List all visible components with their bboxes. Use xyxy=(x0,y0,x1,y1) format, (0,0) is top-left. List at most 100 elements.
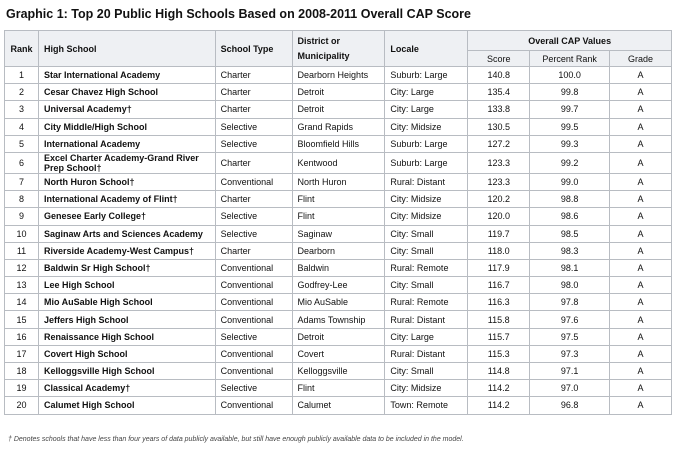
percent-rank: 98.1 xyxy=(529,258,611,278)
table-body: 1 Star International Academy Charter Dearbo… xyxy=(4,65,672,415)
grade: A xyxy=(609,344,672,364)
rank: 8 xyxy=(4,190,39,209)
percent-rank: 98.5 xyxy=(529,224,611,243)
grade: A xyxy=(609,117,672,136)
locale: Town: Remote xyxy=(384,396,469,415)
locale: City: Small xyxy=(384,241,469,260)
rank: 9 xyxy=(4,207,39,226)
school-type: Selective xyxy=(214,224,293,243)
percent-rank: 99.7 xyxy=(529,100,611,119)
rank: 4 xyxy=(4,117,39,136)
locale: City: Small xyxy=(384,361,469,381)
table-row: 5 International Academy Selective Bloomfiel… xyxy=(4,134,672,153)
district: Calumet xyxy=(291,396,386,415)
sub-header: Score xyxy=(467,50,531,67)
school-type: Conventional xyxy=(214,258,293,278)
district: Flint xyxy=(291,207,386,226)
percent-rank: 98.3 xyxy=(529,241,611,260)
grade: A xyxy=(609,327,672,346)
locale: Rural: Distant xyxy=(384,172,469,192)
rank: 3 xyxy=(4,100,39,119)
school-type: Selective xyxy=(214,207,293,226)
percent-rank: 97.5 xyxy=(529,327,611,346)
table-row: 12 Baldwin Sr High School† Conventional Bal… xyxy=(4,258,672,278)
district: North Huron xyxy=(291,172,386,192)
percent-rank: 99.0 xyxy=(529,172,611,192)
district: Kentwood xyxy=(291,151,386,174)
school-type: Charter xyxy=(214,190,293,209)
school-type: Charter xyxy=(214,100,293,119)
school-name: Excel Charter Academy-Grand River Prep S… xyxy=(37,151,216,174)
table-row: 8 International Academy of Flint† Charter F… xyxy=(4,190,672,209)
district: Detroit xyxy=(291,100,386,119)
table-row: 10 Saginaw Arts and Sciences Academy Selec… xyxy=(4,224,672,243)
score: 114.8 xyxy=(467,361,531,381)
district: Saginaw xyxy=(291,224,386,243)
school-type: Charter xyxy=(214,241,293,260)
school-type: Charter xyxy=(214,83,293,102)
district: Flint xyxy=(291,190,386,209)
school-name: Cesar Chavez High School xyxy=(37,83,216,102)
school-type: Selective xyxy=(214,327,293,346)
header-cell: School Type xyxy=(214,30,293,67)
score: 115.8 xyxy=(467,310,531,329)
school-name: Universal Academy† xyxy=(37,100,216,119)
score: 123.3 xyxy=(467,151,531,174)
rank: 20 xyxy=(4,396,39,415)
locale: City: Midsize xyxy=(384,117,469,136)
rank: 1 xyxy=(4,65,39,85)
locale: Suburb: Large xyxy=(384,65,469,85)
school-type: Conventional xyxy=(214,344,293,364)
table-row: 15 Jeffers High School Conventional Adams T… xyxy=(4,310,672,329)
grade: A xyxy=(609,396,672,415)
table-row: 20 Calumet High School Conventional Calumet… xyxy=(4,396,672,415)
district: Dearborn Heights xyxy=(291,65,386,85)
school-type: Conventional xyxy=(214,293,293,312)
school-name: Saginaw Arts and Sciences Academy xyxy=(37,224,216,243)
score: 133.8 xyxy=(467,100,531,119)
school-name: Mio AuSable High School xyxy=(37,293,216,312)
locale: City: Large xyxy=(384,83,469,102)
score: 120.0 xyxy=(467,207,531,226)
grade: A xyxy=(609,100,672,119)
rank: 7 xyxy=(4,172,39,192)
score: 119.7 xyxy=(467,224,531,243)
grade: A xyxy=(609,172,672,192)
table-row: 3 Universal Academy† Charter Detroit City: L… xyxy=(4,100,672,119)
header-cell: High School xyxy=(37,30,216,67)
school-name: Classical Academy† xyxy=(37,379,216,398)
title: Graphic 1: Top 20 Public High Schools Ba… xyxy=(6,7,471,21)
rank: 19 xyxy=(4,379,39,398)
table-row: 9 Genesee Early College† Selective Flint Cit… xyxy=(4,207,672,226)
school-type: Conventional xyxy=(214,361,293,381)
rank: 10 xyxy=(4,224,39,243)
percent-rank: 100.0 xyxy=(529,65,611,85)
rank: 11 xyxy=(4,241,39,260)
percent-rank: 96.8 xyxy=(529,396,611,415)
school-name: International Academy xyxy=(37,134,216,153)
district: Detroit xyxy=(291,83,386,102)
score: 127.2 xyxy=(467,134,531,153)
table-row: 1 Star International Academy Charter Dearbo… xyxy=(4,65,672,85)
sub-header: Grade xyxy=(609,50,672,67)
table-row: 7 North Huron School† Conventional North Hu… xyxy=(4,172,672,192)
score: 140.8 xyxy=(467,65,531,85)
score: 114.2 xyxy=(467,379,531,398)
district: Mio AuSable xyxy=(291,293,386,312)
district: Baldwin xyxy=(291,258,386,278)
grade: A xyxy=(609,190,672,209)
school-type: Charter xyxy=(214,151,293,174)
district: Covert xyxy=(291,344,386,364)
locale: Rural: Distant xyxy=(384,344,469,364)
locale: City: Small xyxy=(384,224,469,243)
grade: A xyxy=(609,258,672,278)
header-cell: District or Municipality xyxy=(291,30,386,67)
school-type: Conventional xyxy=(214,396,293,415)
school-name: City Middle/High School xyxy=(37,117,216,136)
grade: A xyxy=(609,379,672,398)
table-row: 4 City Middle/High School Selective Grand R… xyxy=(4,117,672,136)
locale: Suburb: Large xyxy=(384,151,469,174)
locale: City: Small xyxy=(384,276,469,295)
district: Dearborn xyxy=(291,241,386,260)
school-type: Conventional xyxy=(214,310,293,329)
